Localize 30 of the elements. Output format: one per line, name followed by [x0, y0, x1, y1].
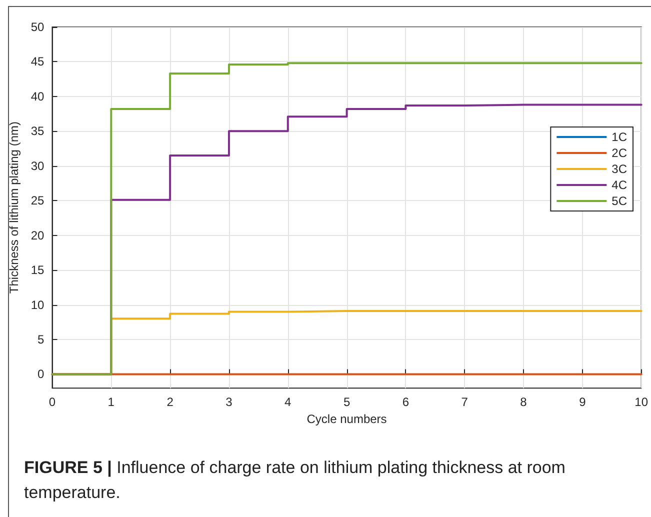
x-tick-label: 6	[402, 395, 410, 410]
x-tick-label: 4	[284, 395, 292, 410]
caption: FIGURE 5 | Influence of charge rate on lithium plating thickness at room temperature.	[24, 457, 566, 504]
legend-label: 3C	[612, 162, 628, 176]
y-tick-label: 0	[38, 367, 45, 382]
x-tick-label: 8	[520, 395, 528, 410]
x-tick-label: 7	[461, 395, 468, 410]
y-tick-label: 20	[30, 228, 45, 242]
y-tick-label: 35	[30, 124, 45, 138]
x-tick-label: 3	[226, 395, 233, 410]
y-axis-title: Thickness of lithium plating (nm)	[7, 122, 21, 294]
legend-label: 2C	[612, 146, 628, 160]
x-tick-label: 10	[634, 395, 648, 410]
y-tick-label: 5	[38, 332, 45, 346]
x-tick-label: 1	[108, 395, 115, 410]
y-tick-label: 10	[30, 298, 45, 312]
x-tick-label: 2	[166, 395, 174, 410]
y-tick-label: 15	[30, 263, 45, 278]
x-tick-label: 9	[579, 395, 586, 410]
legend-label: 1C	[612, 130, 628, 144]
y-tick-label: 40	[30, 89, 45, 104]
x-axis-title: Cycle numbers	[306, 412, 387, 426]
y-tick-label: 30	[30, 158, 45, 173]
x-tick-label: 5	[343, 395, 350, 410]
y-tick-label: 25	[30, 194, 45, 208]
y-tick-label: 50	[30, 20, 45, 34]
y-tick-label: 45	[30, 54, 45, 69]
legend-label: 5C	[612, 194, 628, 208]
legend-label: 4C	[612, 178, 628, 192]
x-tick-label: 0	[48, 395, 56, 410]
